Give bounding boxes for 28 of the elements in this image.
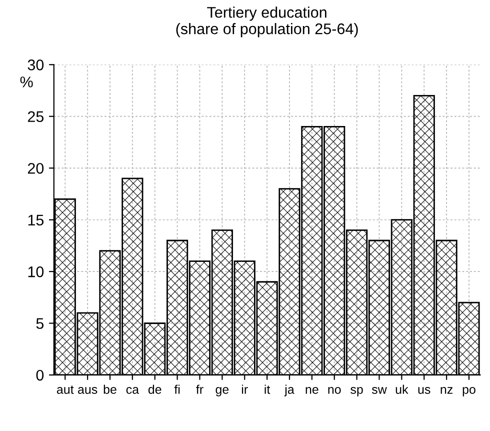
x-tick-label: aus (78, 387, 98, 394)
x-tick-label: it (264, 384, 270, 394)
x-tick-label: nz (440, 387, 453, 394)
x-tick-label: po (462, 387, 476, 396)
x-tick-label: uk (396, 384, 408, 394)
x-tick-label: ge (216, 387, 229, 396)
y-tick-label: 30 (28, 60, 44, 70)
y-axis-title: % (20, 76, 33, 88)
x-tick-label: be (104, 384, 116, 394)
y-tick-label: 10 (28, 266, 44, 278)
x-tick-label: ja (284, 384, 294, 396)
x-tick-label: ca (126, 387, 140, 394)
y-tick-label: 5 (36, 318, 44, 329)
y-tick-label: 0 (36, 370, 44, 381)
x-tick-label: fi (174, 384, 180, 394)
y-tick-label: 15 (28, 214, 44, 226)
x-tick-label: ir (242, 384, 248, 394)
x-tick-label: sw (372, 387, 387, 394)
x-tick-label: de (148, 384, 162, 394)
y-tick-label: 25 (28, 111, 44, 122)
x-tick-label: aut (56, 386, 74, 394)
x-tick-label: ne (306, 387, 318, 394)
chart-title: Tertiery education (share of population 25-64) (176, 6, 358, 38)
x-tick-label: fr (196, 384, 204, 394)
y-tick-label: 20 (28, 162, 44, 174)
x-tick-label: no (328, 387, 341, 394)
x-tick-label: us (418, 387, 430, 394)
x-tick-label: sp (350, 387, 363, 396)
